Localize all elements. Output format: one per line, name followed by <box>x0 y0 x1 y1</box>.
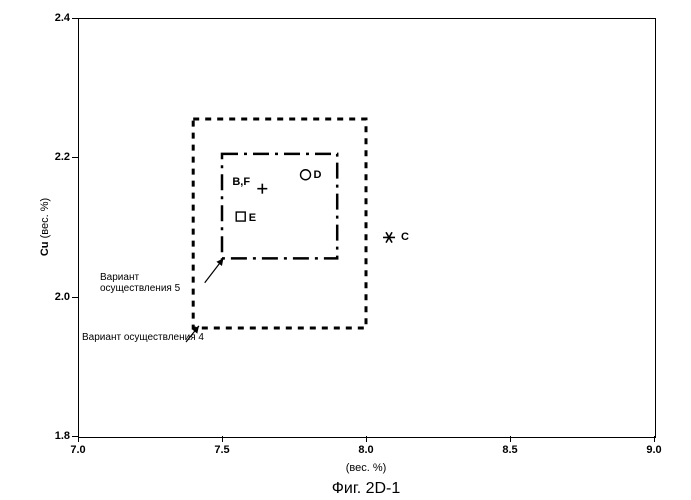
y-tick-label: 2.0 <box>50 291 70 303</box>
data-point-label: D <box>314 169 322 181</box>
y-axis-label: Cu (вес. %) <box>39 198 51 256</box>
embodiment-box <box>193 119 366 328</box>
y-axis-label-rest: (вес. %) <box>39 198 51 242</box>
data-point-B-F <box>257 184 267 194</box>
data-point-E <box>236 212 245 221</box>
y-tick-label: 2.4 <box>50 12 70 24</box>
x-tick <box>222 436 223 442</box>
annotation-inner_note: Вариантосуществления 5 <box>100 272 180 294</box>
y-tick-label: 2.2 <box>50 151 70 163</box>
y-tick <box>72 157 78 158</box>
annotation-outer_note: Вариант осуществления 4 <box>82 332 204 343</box>
x-tick <box>366 436 367 442</box>
x-tick <box>78 436 79 442</box>
figure-caption: Фиг. 2D-1 <box>332 480 401 498</box>
x-tick <box>510 436 511 442</box>
x-tick-label: 8.5 <box>502 444 517 456</box>
y-axis-label-bold: Cu <box>39 241 51 256</box>
x-axis-label: (вес. %) <box>346 462 387 474</box>
y-tick <box>72 18 78 19</box>
annotation-arrowhead <box>216 258 223 266</box>
x-tick-label: 7.5 <box>214 444 229 456</box>
data-point-label: C <box>401 231 409 243</box>
x-tick-label: 7.0 <box>70 444 85 456</box>
data-point-C <box>383 232 395 242</box>
y-tick <box>72 297 78 298</box>
x-tick <box>654 436 655 442</box>
data-point-D <box>301 170 311 180</box>
data-point-label: E <box>249 212 256 224</box>
y-tick-label: 1.8 <box>50 430 70 442</box>
x-tick-label: 8.0 <box>358 444 373 456</box>
data-point-label: B,F <box>232 176 250 188</box>
y-tick <box>72 436 78 437</box>
figure-root: (вес. %) Cu (вес. %) Фиг. 2D-1 7.0 7.5 8.0… <box>0 0 691 500</box>
plot-overlay <box>0 0 691 500</box>
x-tick-label: 9.0 <box>646 444 661 456</box>
